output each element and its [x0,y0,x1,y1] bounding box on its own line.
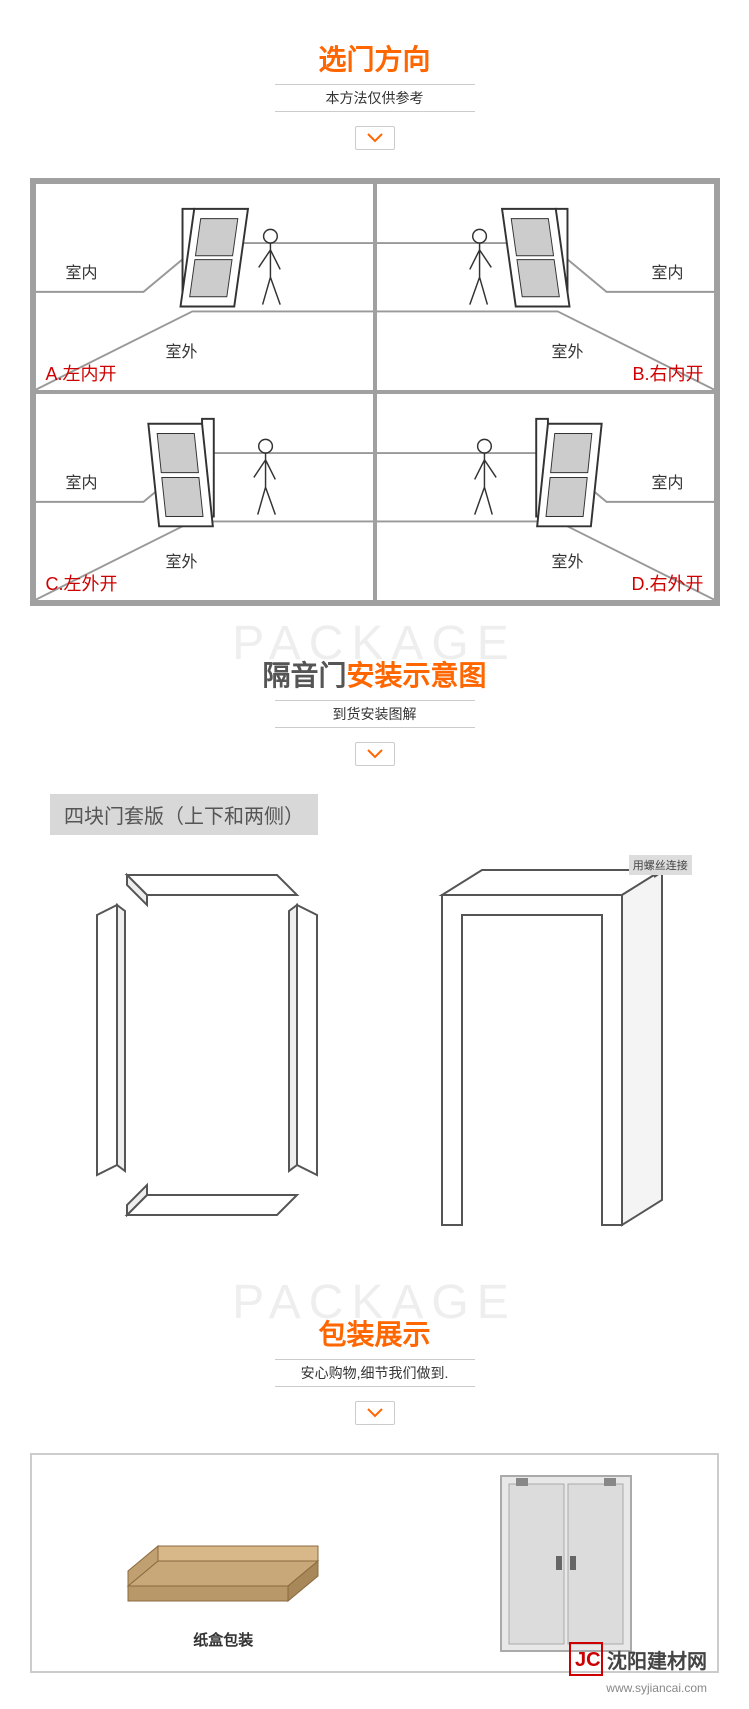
watermark-url: www.syjiancai.com [606,1681,707,1695]
watermark-logo-icon: JC [569,1642,603,1676]
svg-text:JC: JC [575,1649,601,1671]
package-box: 纸盒包装 [108,1476,338,1650]
section-header-install: PACKAGE 隔音门安装示意图 到货安装图解 [0,616,749,784]
label-inside: 室内 [66,259,98,283]
frame-parts-diagram [67,855,347,1235]
label-outside: 室外 [551,338,583,362]
door-product-icon [491,1466,641,1656]
chevron-down-icon [355,1401,395,1425]
option-a: A.左内开 [46,360,117,386]
label-inside: 室内 [651,259,683,283]
door-cell-d: 室内 室外 D.右外开 [375,392,716,602]
label-inside: 室内 [66,469,98,493]
chevron-down-icon [355,742,395,766]
title-direction: 选门方向 [0,38,749,78]
chevron-down-icon [355,126,395,150]
door-product [491,1466,641,1661]
watermark: JC 沈阳建材网 [569,1642,707,1676]
label-outside: 室外 [166,548,198,572]
subtitle-direction: 本方法仅供参考 [275,84,475,112]
frame-assembled-diagram: 用螺丝连接 [402,855,682,1235]
label-outside: 室外 [551,548,583,572]
title-accent: 安装示意图 [347,660,487,691]
cardboard-box-icon [108,1476,338,1616]
subtitle-package: 安心购物,细节我们做到. [275,1359,475,1387]
door-cell-b: 室内 室外 B.右内开 [375,182,716,392]
watermark-brand: 沈阳建材网 [607,1645,707,1674]
panel-label: 四块门套版（上下和两侧） [50,794,318,835]
title-accent: 包装展示 [318,1319,430,1350]
install-diagrams: 用螺丝连接 [0,835,749,1275]
section-header-package: PACKAGE 包装展示 安心购物,细节我们做到. [0,1275,749,1443]
screw-note: 用螺丝连接 [629,855,692,875]
option-c: C.左外开 [46,570,118,596]
option-d: D.右外开 [632,570,704,596]
section-header-direction: 选门方向 本方法仅供参考 [0,0,749,168]
door-direction-grid: 室内 室外 A.左内开 室内 室外 B.右内开 [30,178,720,606]
title-dark: 隔音门 [262,660,346,691]
option-b: B.右内开 [632,360,703,386]
subtitle-install: 到货安装图解 [275,700,475,728]
package-row: 纸盒包装 JC 沈阳建材网 www.syjiancai.com [30,1453,719,1673]
package-caption: 纸盒包装 [108,1629,338,1650]
door-cell-c: 室内 室外 C.左外开 [34,392,375,602]
title-package: 包装展示 [0,1313,749,1353]
title-text: 选门方向 [318,44,430,75]
label-outside: 室外 [166,338,198,362]
door-cell-a: 室内 室外 A.左内开 [34,182,375,392]
label-inside: 室内 [651,469,683,493]
title-install: 隔音门安装示意图 [0,654,749,694]
